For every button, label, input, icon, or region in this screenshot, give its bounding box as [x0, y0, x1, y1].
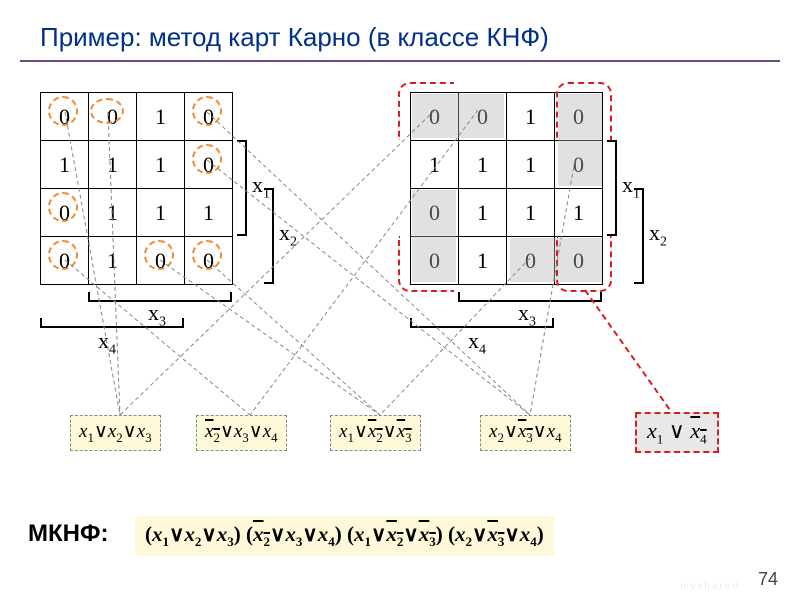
- kmap-cell: 0: [185, 93, 233, 141]
- kmap-cell: 1: [507, 93, 555, 141]
- kmap-cell: 0: [555, 141, 603, 189]
- bracket-x2-right: [642, 188, 644, 284]
- label-x4-right: x4: [468, 328, 486, 358]
- term-2: x2∨x3∨x4: [196, 415, 287, 451]
- kmap-cell: 0: [185, 237, 233, 285]
- kmap-cell: 1: [555, 189, 603, 237]
- kmap-cell: 1: [459, 189, 507, 237]
- term-extra: x1 ∨ x4: [635, 412, 719, 453]
- label-x2-right: x2: [649, 220, 667, 250]
- kmap-cell: 0: [411, 93, 459, 141]
- kmap-cell: 1: [41, 141, 89, 189]
- kmap-cell: 0: [555, 93, 603, 141]
- kmap-cell: 1: [185, 189, 233, 237]
- kmap-cell: 0: [41, 93, 89, 141]
- kmap-cell: 0: [459, 93, 507, 141]
- kmap-cell: 0: [185, 141, 233, 189]
- kmap-cell: 0: [137, 237, 185, 285]
- title-underline: [20, 60, 780, 62]
- page-title: Пример: метод карт Карно (в классе КНФ): [40, 22, 549, 53]
- bracket-x1-right: [615, 140, 617, 236]
- kmap-cell: 1: [89, 141, 137, 189]
- kmap-cell: 1: [137, 93, 185, 141]
- mknf-label: МКНФ:: [28, 520, 108, 548]
- kmap-left: 0010111001110100: [40, 92, 233, 285]
- bracket-x1-left: [245, 140, 247, 236]
- term-3: x1∨x2∨x3: [330, 415, 421, 451]
- term-1: x1∨x2∨x3: [70, 415, 161, 451]
- kmap-cell: 1: [459, 237, 507, 285]
- label-x4-left: x4: [98, 328, 116, 358]
- kmap-cell: 0: [41, 189, 89, 237]
- kmap-cell: 0: [89, 93, 137, 141]
- kmap-cell: 0: [411, 237, 459, 285]
- kmap-cell: 1: [459, 141, 507, 189]
- kmap-cell: 1: [507, 141, 555, 189]
- watermark: myshared: [680, 581, 740, 592]
- kmap-right: 0010111001110100: [410, 92, 603, 285]
- kmap-cell: 0: [411, 189, 459, 237]
- bracket-x2-left: [272, 188, 274, 284]
- kmap-cell: 1: [89, 189, 137, 237]
- kmap-cell: 1: [89, 237, 137, 285]
- label-x2-left: x2: [279, 220, 297, 250]
- mknf-formula: (x1∨x2∨x3) (x2∨x3∨x4) (x1∨x2∨x3) (x2∨x3∨…: [135, 516, 554, 556]
- kmap-cell: 0: [507, 237, 555, 285]
- kmap-cell: 0: [41, 237, 89, 285]
- kmap-cell: 0: [555, 237, 603, 285]
- kmap-cell: 1: [137, 189, 185, 237]
- kmap-cell: 1: [507, 189, 555, 237]
- kmap-cell: 1: [411, 141, 459, 189]
- term-4: x2∨x3∨x4: [480, 415, 571, 451]
- page-number: 74: [758, 569, 778, 590]
- kmap-cell: 1: [137, 141, 185, 189]
